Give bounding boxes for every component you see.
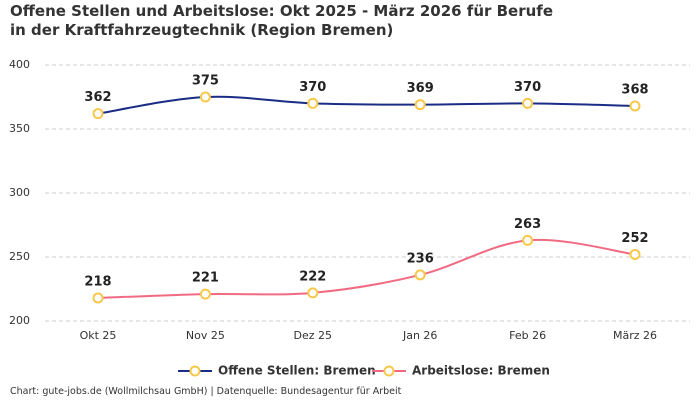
y-tick-label: 400	[9, 58, 30, 71]
data-label: 218	[84, 274, 111, 289]
y-tick-label: 250	[9, 250, 30, 263]
legend-label: Offene Stellen: Bremen	[218, 364, 376, 378]
data-label: 252	[621, 231, 648, 246]
marker	[307, 287, 319, 299]
data-label: 369	[407, 81, 434, 96]
x-tick-label: Feb 26	[509, 329, 546, 342]
data-label: 263	[514, 217, 541, 232]
chart-title: Offene Stellen und Arbeitslose: Okt 2025…	[10, 2, 554, 39]
x-tick-label: März 26	[613, 329, 657, 342]
y-tick-label: 200	[9, 314, 30, 327]
series-line	[97, 95, 636, 115]
data-label: 222	[299, 269, 326, 284]
marker	[92, 108, 104, 120]
y-tick-label: 300	[9, 186, 30, 199]
marker	[522, 234, 534, 246]
footer: Chart: gute-jobs.de (Wollmilchsau GmbH) …	[10, 386, 402, 397]
data-label: 362	[84, 90, 111, 105]
legend-marker	[383, 365, 395, 377]
data-label: 221	[192, 271, 219, 286]
x-tick-label: Jan 26	[402, 329, 437, 342]
x-tick-label: Okt 25	[80, 329, 117, 342]
data-label: 236	[407, 251, 434, 266]
legend-marker	[189, 365, 201, 377]
marker	[414, 99, 426, 111]
marker	[92, 292, 104, 304]
data-label: 368	[621, 82, 648, 97]
marker	[307, 97, 319, 109]
marker	[522, 97, 534, 109]
y-tick-label: 350	[9, 122, 30, 135]
marker	[199, 91, 211, 103]
legend-label: Arbeitslose: Bremen	[412, 364, 550, 378]
data-label: 370	[514, 80, 541, 95]
series-line	[97, 238, 636, 299]
marker	[629, 100, 641, 112]
data-label: 375	[192, 74, 219, 89]
data-label: 370	[299, 80, 326, 95]
marker	[199, 288, 211, 300]
marker	[414, 269, 426, 281]
x-tick-label: Dez 25	[294, 329, 333, 342]
marker	[629, 248, 641, 260]
x-tick-label: Nov 25	[186, 329, 225, 342]
